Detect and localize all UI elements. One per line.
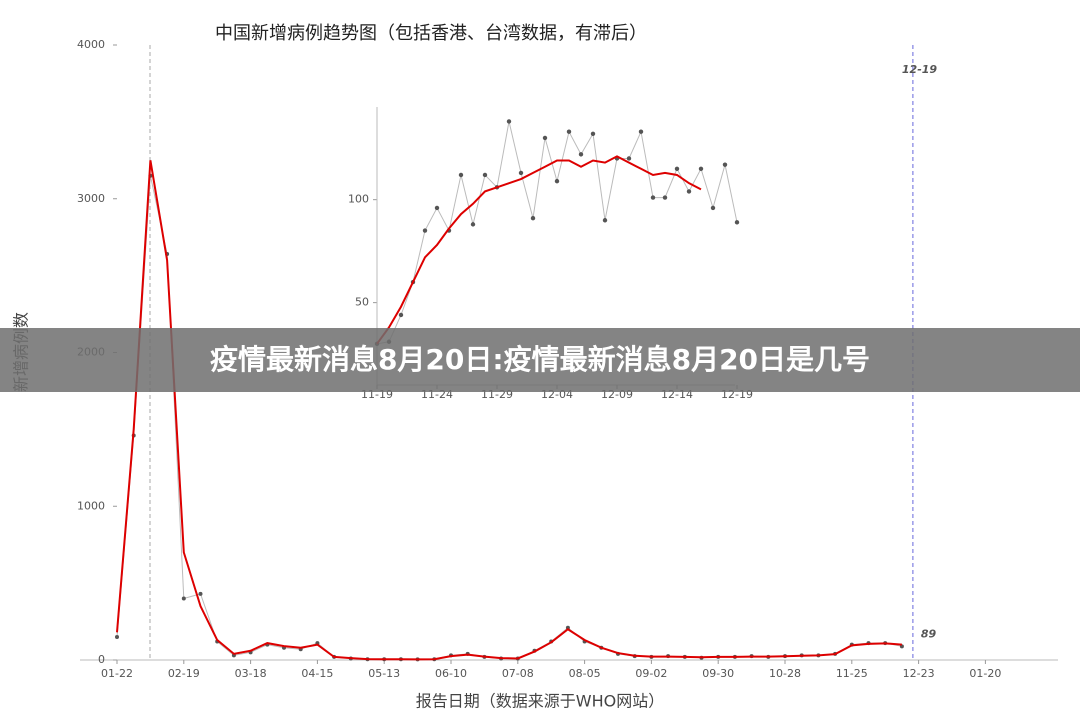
daily-point [422, 228, 428, 233]
x-tick-label: 05-13 [368, 667, 400, 680]
x-axis-title: 报告日期（数据来源于WHO网站） [416, 692, 664, 711]
y-tick-label: 0 [98, 653, 105, 666]
smooth-line [116, 160, 902, 661]
daily-point [674, 166, 680, 171]
daily-point [542, 135, 548, 141]
daily-point [662, 195, 668, 200]
daily-point [566, 129, 572, 134]
chart-title: 中国新增病例趋势图（包括香港、台湾数据，有滞后） [215, 23, 647, 44]
daily-point [482, 172, 488, 178]
daily-point [710, 205, 716, 211]
y-tick-label: 50 [355, 296, 369, 309]
daily-point [554, 178, 560, 184]
y-tick-label: 100 [348, 193, 369, 206]
annotation: 12-19 [902, 63, 938, 76]
daily-point [590, 131, 596, 136]
daily-point [698, 166, 704, 171]
x-tick-label: 01-22 [101, 667, 133, 680]
x-tick-label: 01-20 [969, 667, 1001, 680]
y-tick-label: 3000 [77, 192, 105, 205]
daily-point [530, 216, 536, 221]
banner-text: 疫情最新消息8月20日:疫情最新消息8月20日是几号 [210, 343, 870, 376]
daily-point [181, 596, 186, 601]
y-tick-label: 1000 [77, 499, 105, 512]
daily-point [434, 205, 440, 211]
daily-point [506, 119, 512, 124]
daily-point [198, 591, 203, 596]
x-tick-label: 07-08 [502, 667, 534, 680]
daily-point [722, 162, 728, 167]
daily-point [518, 170, 524, 176]
x-tick-label: 09-30 [702, 667, 734, 680]
x-tick-label: 12-23 [903, 667, 935, 680]
x-tick-label: 11-25 [836, 667, 868, 680]
daily-point [578, 152, 584, 157]
value-label: 89 [921, 627, 937, 640]
x-tick-label: 09-02 [635, 667, 667, 680]
daily-point [470, 222, 476, 227]
x-tick-label: 04-15 [301, 667, 333, 680]
x-tick-label: 06-10 [435, 667, 467, 680]
x-tick-label: 08-05 [569, 667, 601, 680]
x-tick-label: 02-19 [168, 667, 200, 680]
daily-point [458, 172, 464, 178]
daily-point [398, 312, 404, 318]
daily-point [602, 218, 608, 223]
x-tick-label: 03-18 [235, 667, 267, 680]
daily-point [650, 195, 656, 200]
daily-point [686, 189, 692, 194]
banner [0, 328, 1080, 392]
y-tick-label: 4000 [77, 38, 105, 51]
daily-point [115, 634, 119, 639]
daily-point [638, 129, 644, 134]
x-tick-label: 10-28 [769, 667, 801, 680]
daily-point [626, 156, 632, 161]
smooth-line [376, 155, 702, 345]
daily-point [734, 220, 740, 225]
